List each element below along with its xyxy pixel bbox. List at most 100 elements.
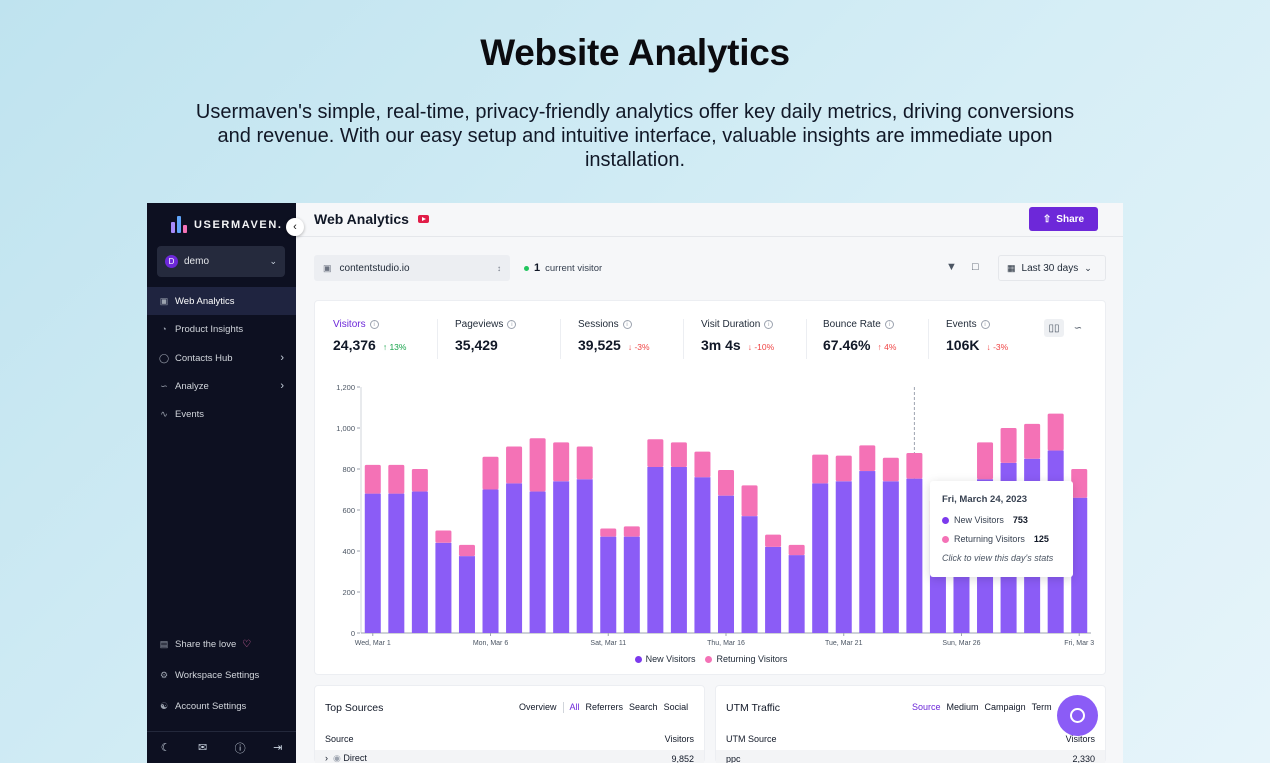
site-name: contentstudio.io [339, 262, 410, 274]
info-icon[interactable]: i [884, 320, 894, 329]
sidebar-item-share-the-love[interactable]: ▤ Share the love ♡ [147, 630, 296, 658]
tab-search[interactable]: Search [629, 702, 658, 712]
live-dot-icon [524, 265, 529, 271]
table-row[interactable]: › ◉ Direct 9,852 [315, 750, 704, 763]
tab-medium[interactable]: Medium [946, 702, 979, 712]
share-button[interactable]: ⇧ Share [1029, 207, 1098, 231]
y-tick-label: 200 [342, 588, 355, 597]
y-tick-label: 1,200 [336, 383, 355, 392]
metric-label: Pageviews [455, 319, 504, 330]
collapse-sidebar-icon[interactable]: ‹ [286, 218, 304, 236]
bar-returning-visitors [694, 451, 711, 478]
sidebar-item-web-analytics[interactable]: ▣ Web Analytics [147, 287, 296, 315]
bar-new-visitors [553, 481, 570, 633]
share-icon: ⇧ [1042, 213, 1052, 225]
info-icon[interactable]: i [622, 320, 632, 329]
help-icon[interactable]: ⓘ [234, 742, 246, 755]
bar-returning-visitors [1047, 413, 1064, 451]
current-visitor-indicator[interactable]: 1 current visitor [524, 262, 602, 274]
info-icon[interactable]: i [980, 320, 990, 329]
sidebar-item-account-settings[interactable]: ☯ Account Settings [147, 692, 296, 720]
sidebar-item-label: Workspace Settings [175, 669, 260, 681]
share-label: Share [1056, 213, 1085, 225]
sidebar-item-workspace-settings[interactable]: ⚙ Workspace Settings [147, 661, 296, 689]
metric-change: ↓ -3% [986, 342, 1009, 352]
sidebar-item-label: Analyze [175, 380, 209, 392]
column-visitors[interactable]: Visitors [664, 734, 694, 744]
legend-new-visitors[interactable]: New Visitors [634, 654, 695, 664]
bar-new-visitors [647, 466, 664, 633]
bar-returning-visitors [765, 534, 782, 547]
column-visitors[interactable]: Visitors [1065, 734, 1095, 744]
youtube-icon[interactable] [418, 215, 429, 223]
current-visitor-label: current visitor [545, 262, 603, 274]
info-icon[interactable]: i [369, 320, 379, 329]
app-window: USERMAVEN. D demo ⌄ ▣ Web Analytics ◔ Pr… [147, 203, 1123, 763]
tab-social[interactable]: Social [663, 702, 689, 712]
expand-icon[interactable]: › [325, 753, 328, 763]
pie-icon: ◔ [161, 324, 167, 334]
sidebar-item-product-insights[interactable]: ◔ Product Insights [147, 315, 296, 343]
user-gear-icon: ☯ [159, 700, 169, 711]
sidebar-item-contacts-hub[interactable]: ◯ Contacts Hub › [147, 344, 296, 372]
tab-source[interactable]: Source [912, 702, 941, 712]
sidebar-item-analyze[interactable]: ∽ Analyze › [147, 372, 296, 400]
tooltip-date: Fri, March 24, 2023 [942, 494, 1028, 505]
row-source: ppc [726, 754, 741, 763]
logout-icon[interactable]: ⇥ [273, 742, 283, 754]
column-utm-source[interactable]: UTM Source [726, 734, 777, 744]
utm-traffic-title: UTM Traffic [726, 702, 781, 714]
megaphone-icon[interactable]: ✉ [198, 742, 208, 754]
filter-icon[interactable]: ▼ [946, 261, 957, 273]
tab-referrers[interactable]: Referrers [585, 702, 624, 712]
tab-overview[interactable]: Overview [519, 702, 557, 712]
sidebar-item-events[interactable]: ∿ Events [147, 400, 296, 428]
hero-title: Website Analytics [480, 32, 790, 73]
info-icon[interactable]: i [507, 320, 517, 329]
metric-visit-duration[interactable]: Visit Duration i 3m 4s ↓ -10% [701, 319, 821, 359]
chevron-right-icon: › [280, 352, 284, 364]
column-source[interactable]: Source [325, 734, 354, 744]
metric-change: ↓ -10% [747, 342, 775, 352]
logo[interactable]: USERMAVEN. [171, 216, 283, 233]
hero-subtitle: Usermaven's simple, real-time, privacy-f… [195, 101, 1075, 171]
tab-all[interactable]: All [569, 702, 580, 712]
date-range-select[interactable]: ▦ Last 30 days ⌄ [998, 255, 1106, 281]
bar-returning-visitors [788, 544, 805, 556]
metric-bounce-rate[interactable]: Bounce Rate i 67.46% ↑ 4% [823, 319, 943, 359]
y-tick-label: 800 [342, 465, 355, 474]
calendar-icon: ▦ [1007, 262, 1016, 273]
logo-icon [171, 216, 187, 233]
workspace-select[interactable]: D demo ⌄ [157, 246, 285, 277]
visitors-chart[interactable]: 0 200 400 600 800 1,000 1,200 Wed, Mar 1 Mon, Ma… [315, 371, 1107, 653]
table-row[interactable]: ppc 2,330 [716, 750, 1105, 763]
legend-returning-visitors[interactable]: Returning Visitors [705, 654, 787, 664]
metric-value: 39,525 [578, 337, 621, 353]
gift-icon: ▤ [159, 638, 169, 649]
bar-new-visitors [482, 489, 499, 633]
metric-visitors[interactable]: Visitors i 24,376 ↑ 13% [333, 319, 453, 359]
metric-events[interactable]: Events i 106K ↓ -3% [946, 319, 1066, 359]
bar-chart-toggle-icon[interactable]: ▯▯ [1044, 319, 1064, 337]
bookmark-icon[interactable]: □ [972, 261, 979, 273]
chat-icon [1070, 708, 1085, 723]
current-visitor-count: 1 [534, 262, 541, 274]
heart-icon: ♡ [242, 638, 252, 650]
tab-campaign[interactable]: Campaign [984, 702, 1026, 712]
bar-new-visitors [670, 466, 687, 633]
info-icon[interactable]: i [764, 320, 774, 329]
pulse-icon: ∿ [160, 408, 168, 419]
table-header: UTM Source Visitors [726, 734, 1095, 744]
bar-returning-visitors [529, 438, 546, 492]
metric-value: 3m 4s [701, 337, 741, 353]
metric-pageviews[interactable]: Pageviews i 35,429 [455, 319, 575, 359]
site-select[interactable]: ▣ contentstudio.io ↕ [314, 255, 510, 281]
help-chat-button[interactable] [1057, 695, 1098, 736]
line-chart-toggle-icon[interactable]: ∽ [1073, 322, 1083, 334]
metric-sessions[interactable]: Sessions i 39,525 ↓ -3% [578, 319, 698, 359]
chevron-right-icon: › [280, 380, 284, 392]
moon-icon[interactable]: ☾ [160, 742, 171, 754]
metric-label: Bounce Rate [823, 319, 881, 330]
tab-term[interactable]: Term [1031, 702, 1052, 712]
bar-new-visitors [859, 471, 876, 633]
